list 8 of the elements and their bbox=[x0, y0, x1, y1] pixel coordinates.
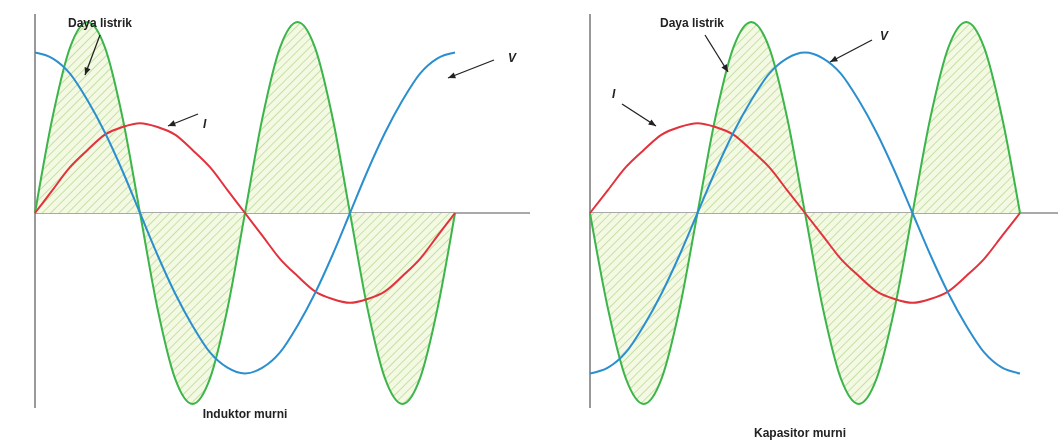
series-label: I bbox=[203, 117, 207, 131]
series-label: Daya listrik bbox=[68, 16, 133, 30]
text: Induktor murni bbox=[202, 407, 288, 421]
text: I bbox=[612, 87, 616, 101]
text: V bbox=[880, 29, 889, 43]
text: Kapasitor murni bbox=[753, 426, 847, 440]
series-label: Daya listrik bbox=[660, 16, 725, 30]
text: V bbox=[508, 51, 517, 65]
